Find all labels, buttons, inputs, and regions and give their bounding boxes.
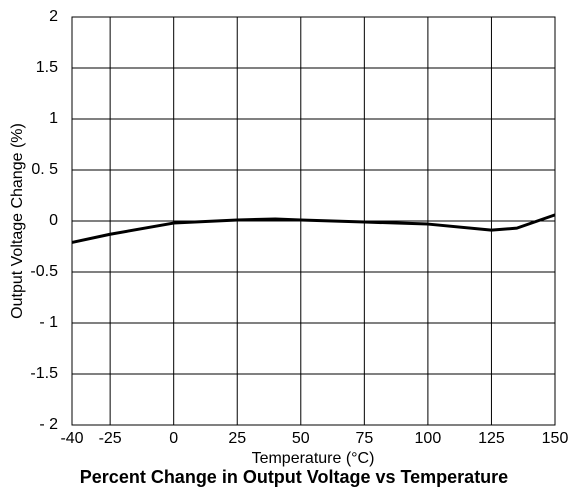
y-tick-label: - 1 bbox=[39, 314, 58, 331]
data-line bbox=[71, 213, 556, 244]
x-tick-label: 0 bbox=[169, 430, 178, 447]
y-axis-label: Output Voltage Change (%) bbox=[9, 123, 26, 319]
y-tick-label: 1.5 bbox=[36, 59, 58, 76]
x-tick-label: 50 bbox=[292, 430, 310, 447]
x-tick-label: 25 bbox=[228, 430, 246, 447]
x-tick-label: 125 bbox=[478, 430, 505, 447]
x-tick-label: -40 bbox=[60, 430, 83, 447]
chart-title: Percent Change in Output Voltage vs Temp… bbox=[80, 467, 508, 487]
x-tick-label: 100 bbox=[415, 430, 442, 447]
y-tick-label: 2 bbox=[49, 8, 58, 25]
x-tick-label: 150 bbox=[542, 430, 569, 447]
y-tick-label: -0.5 bbox=[30, 263, 58, 280]
y-tick-label: 1 bbox=[49, 110, 58, 127]
y-tick-label: - 2 bbox=[39, 416, 58, 433]
y-tick-label: 0 bbox=[49, 212, 58, 229]
y-tick-label: 0. 5 bbox=[31, 161, 58, 178]
y-tick-label: -1.5 bbox=[30, 365, 58, 382]
x-tick-label: -25 bbox=[99, 430, 122, 447]
x-axis-label: Temperature (°C) bbox=[252, 450, 375, 467]
x-tick-label: 75 bbox=[355, 430, 373, 447]
